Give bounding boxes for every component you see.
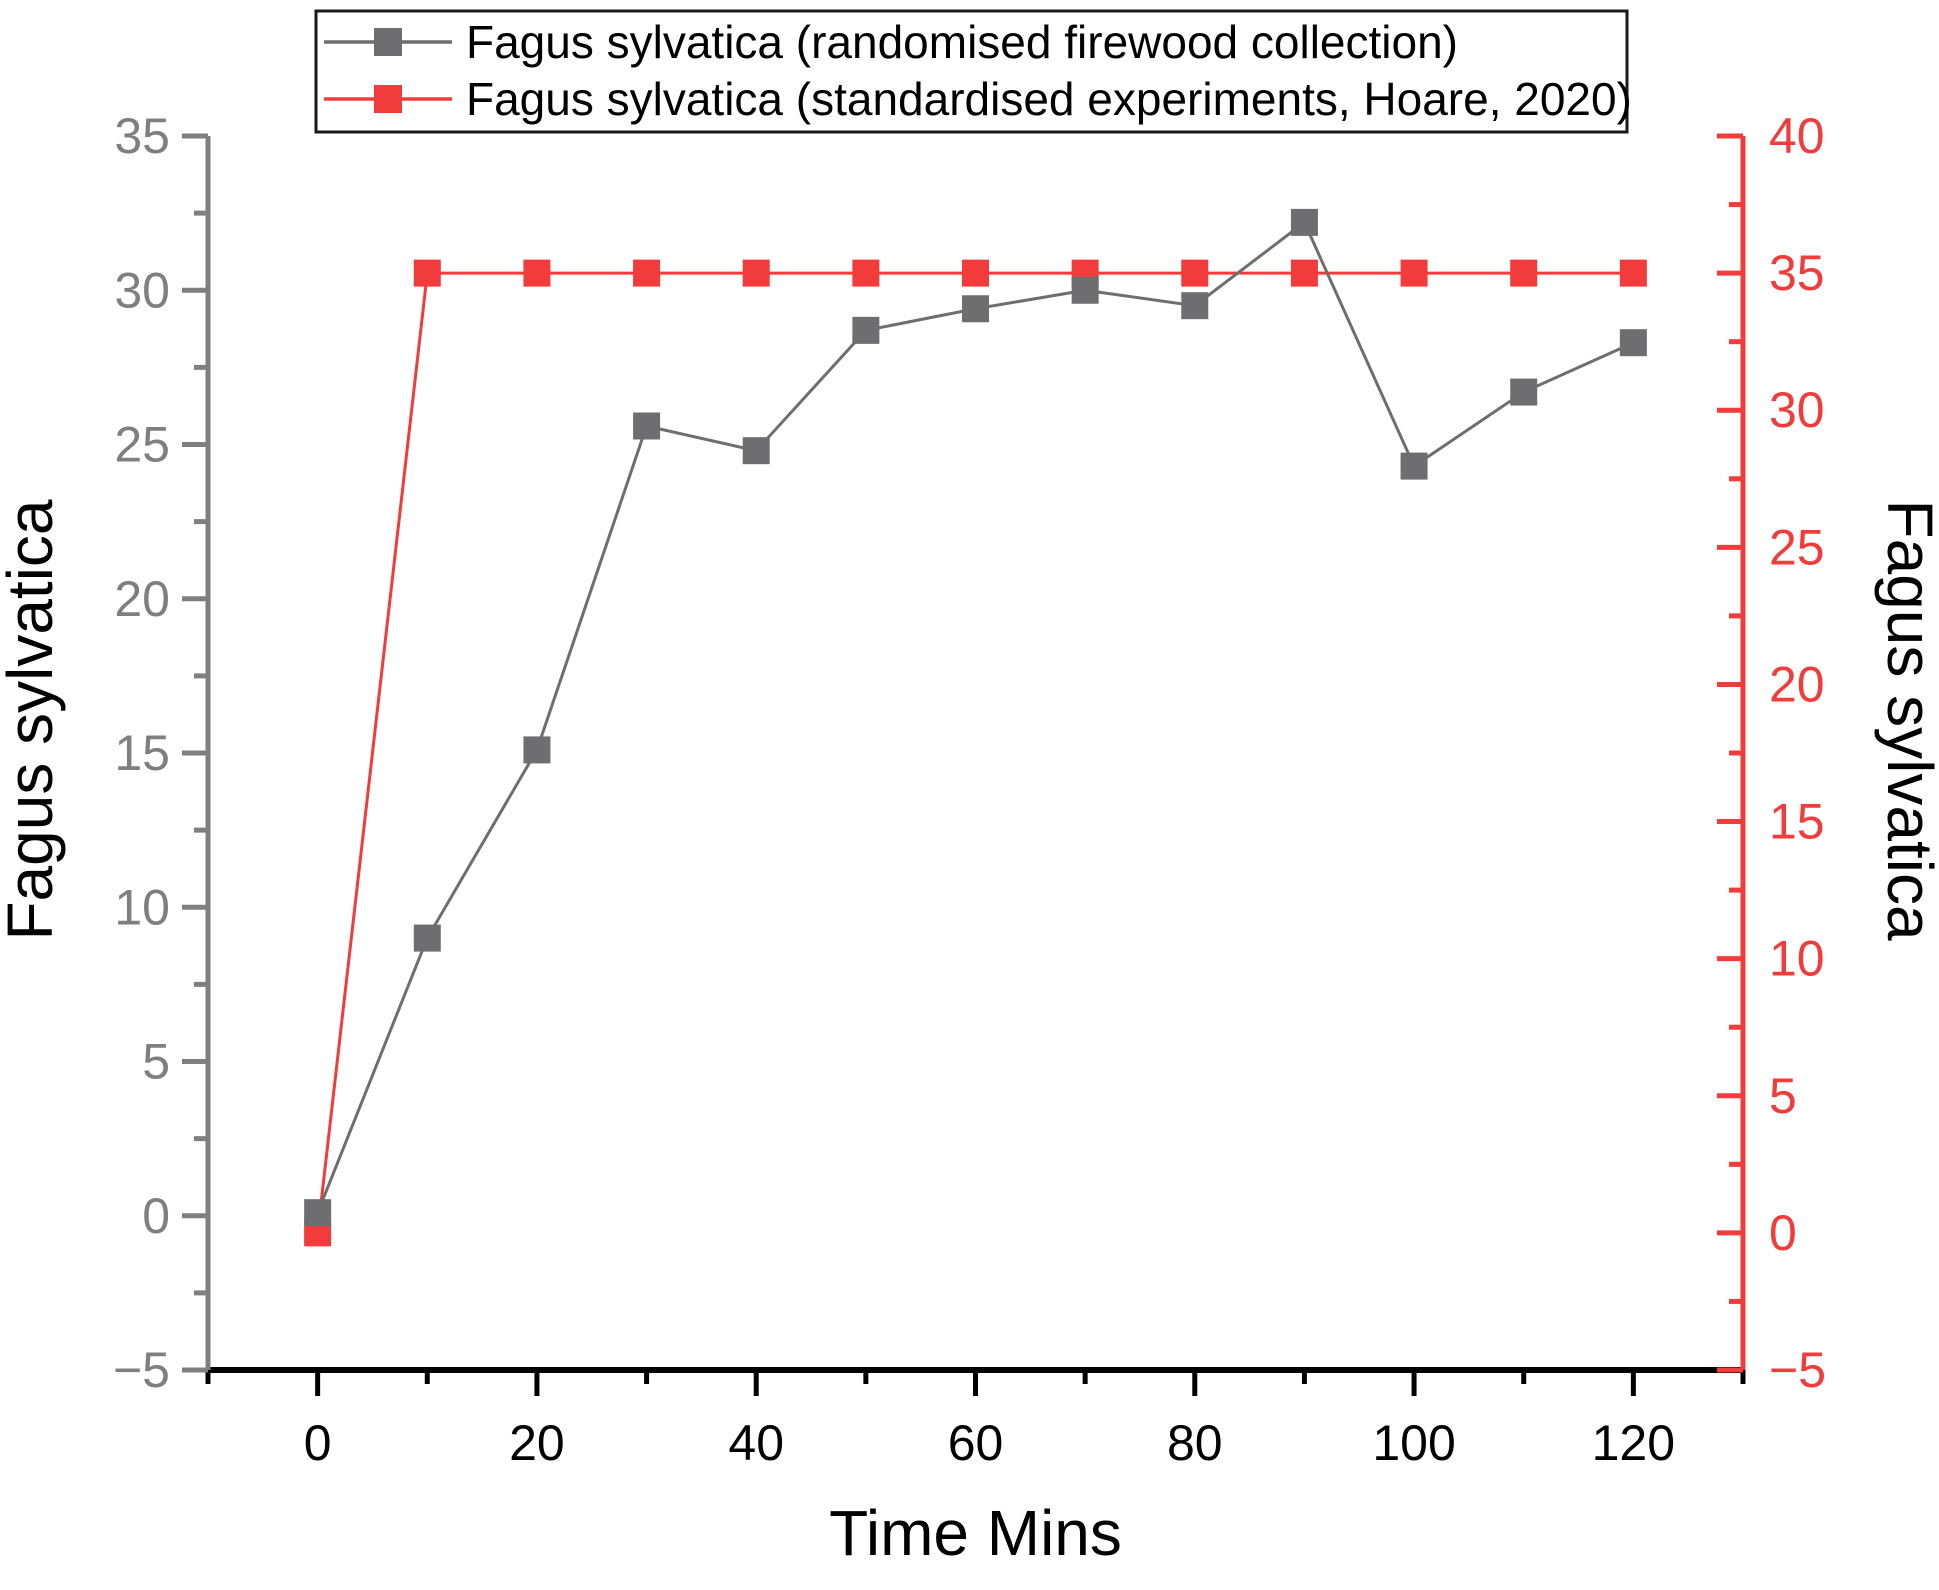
y-left-tick-label: 0 <box>142 1188 170 1244</box>
data-point-marker <box>633 259 661 287</box>
x-tick-label: 120 <box>1592 1415 1675 1471</box>
data-point-marker <box>1400 452 1428 480</box>
data-point-marker <box>1510 378 1538 406</box>
data-point-marker <box>523 259 551 287</box>
data-point-marker <box>304 1199 332 1227</box>
data-point-marker <box>852 259 880 287</box>
legend-marker-square <box>374 28 402 56</box>
y-right-tick-label: 35 <box>1769 245 1825 301</box>
data-point-marker <box>1181 292 1209 320</box>
series-line <box>316 271 1634 1234</box>
data-point-marker <box>962 295 989 323</box>
data-point-marker <box>633 412 661 440</box>
x-tick-label: 100 <box>1372 1415 1455 1471</box>
y-right-axis-title: Fagus sylvatica <box>1874 499 1939 940</box>
x-tick-label: 60 <box>948 1415 1004 1471</box>
y-left-axis-title: Fagus sylvatica <box>0 499 66 940</box>
y-left-tick-label: 10 <box>114 879 170 935</box>
data-point-marker <box>523 736 551 764</box>
y-right-tick-label: 10 <box>1769 931 1825 987</box>
y-right-tick-label: 30 <box>1769 382 1825 438</box>
y-left-tick-label: 35 <box>114 108 170 164</box>
x-tick-label: 80 <box>1167 1415 1223 1471</box>
y-right-tick-label: 5 <box>1769 1068 1797 1124</box>
data-point-marker <box>1510 259 1538 287</box>
data-point-marker <box>962 259 989 287</box>
y-right-tick-label: 25 <box>1769 519 1825 575</box>
x-tick-label: 20 <box>509 1415 565 1471</box>
data-point-marker <box>852 316 880 344</box>
y-left-tick-label: 25 <box>114 417 170 473</box>
y-left-tick-label: 5 <box>142 1034 170 1090</box>
data-point-marker <box>1290 208 1318 236</box>
data-point-marker <box>413 259 441 287</box>
series-line <box>316 220 1634 1214</box>
series-standardised <box>304 259 1647 1247</box>
x-axis: 0 20 40 60 80 100 120 Time Mins <box>205 1367 1746 1569</box>
legend: Fagus sylvatica (randomised firewood col… <box>314 9 1632 134</box>
y-right-tick-label: 20 <box>1769 656 1825 712</box>
legend-box <box>314 9 1629 134</box>
legend-entry-label: Fagus sylvatica (randomised firewood col… <box>466 16 1458 68</box>
data-point-marker <box>413 924 441 952</box>
x-tick-label: 40 <box>728 1415 784 1471</box>
y-axis-left: −5 0 5 10 15 20 25 30 35 Fagus sylvatica <box>0 108 211 1398</box>
legend-entry-label: Fagus sylvatica (standardised experiment… <box>466 73 1632 125</box>
x-axis-title: Time Mins <box>829 1497 1122 1569</box>
y-right-tick-label: 0 <box>1769 1205 1797 1261</box>
x-tick-label: 0 <box>304 1415 332 1471</box>
y-axis-right: −5 0 5 10 15 20 25 30 35 40 Fagus sylvatica <box>1717 108 1939 1398</box>
y-left-tick-label: 15 <box>114 725 170 781</box>
y-left-tick-label: 20 <box>114 571 170 627</box>
data-point-marker <box>1619 259 1647 287</box>
series-randomised <box>304 208 1647 1227</box>
y-right-tick-label: −5 <box>1769 1342 1826 1398</box>
y-left-tick-label: −5 <box>113 1342 170 1398</box>
data-point-marker <box>1400 259 1428 287</box>
data-point-marker <box>1181 259 1209 287</box>
data-point-marker <box>742 259 770 287</box>
legend-marker-square <box>374 85 402 113</box>
data-point-marker <box>742 437 770 465</box>
y-right-tick-label: 40 <box>1769 108 1825 164</box>
data-point-marker <box>1071 276 1099 304</box>
y-left-tick-label: 30 <box>114 262 170 318</box>
data-point-marker <box>1290 259 1318 287</box>
data-point-marker <box>1619 329 1647 357</box>
y-right-tick-label: 15 <box>1769 794 1825 850</box>
